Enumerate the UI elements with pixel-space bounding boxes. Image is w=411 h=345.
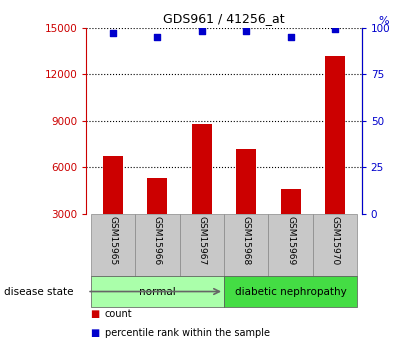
Text: GSM15970: GSM15970 [330,216,339,265]
Bar [91,214,135,276]
Point [287,34,294,40]
Text: ■: ■ [90,309,100,319]
Bar [313,214,357,276]
Title: GDS961 / 41256_at: GDS961 / 41256_at [163,12,285,25]
Text: GSM15966: GSM15966 [153,216,162,265]
Point [110,30,116,36]
Point [243,29,249,34]
Bar [268,214,313,276]
Bar [103,156,123,214]
Text: GSM15968: GSM15968 [242,216,251,265]
Bar [148,178,167,214]
Point [332,27,338,32]
Text: %: % [378,16,389,26]
Text: count: count [105,309,132,319]
Text: normal: normal [139,287,176,296]
Bar [135,214,180,276]
Bar [281,189,300,214]
Point [154,34,161,40]
Bar [236,149,256,214]
Text: disease state: disease state [4,287,74,296]
Bar [224,214,268,276]
Bar [325,56,345,214]
Text: diabetic nephropathy: diabetic nephropathy [235,287,346,296]
Bar [192,124,212,214]
Text: GSM15965: GSM15965 [109,216,118,265]
Text: percentile rank within the sample: percentile rank within the sample [105,328,270,338]
Point [199,29,205,34]
Text: GSM15969: GSM15969 [286,216,295,265]
Bar [180,214,224,276]
Text: GSM15967: GSM15967 [197,216,206,265]
Bar [224,276,357,307]
Text: ■: ■ [90,328,100,338]
Bar [91,276,224,307]
